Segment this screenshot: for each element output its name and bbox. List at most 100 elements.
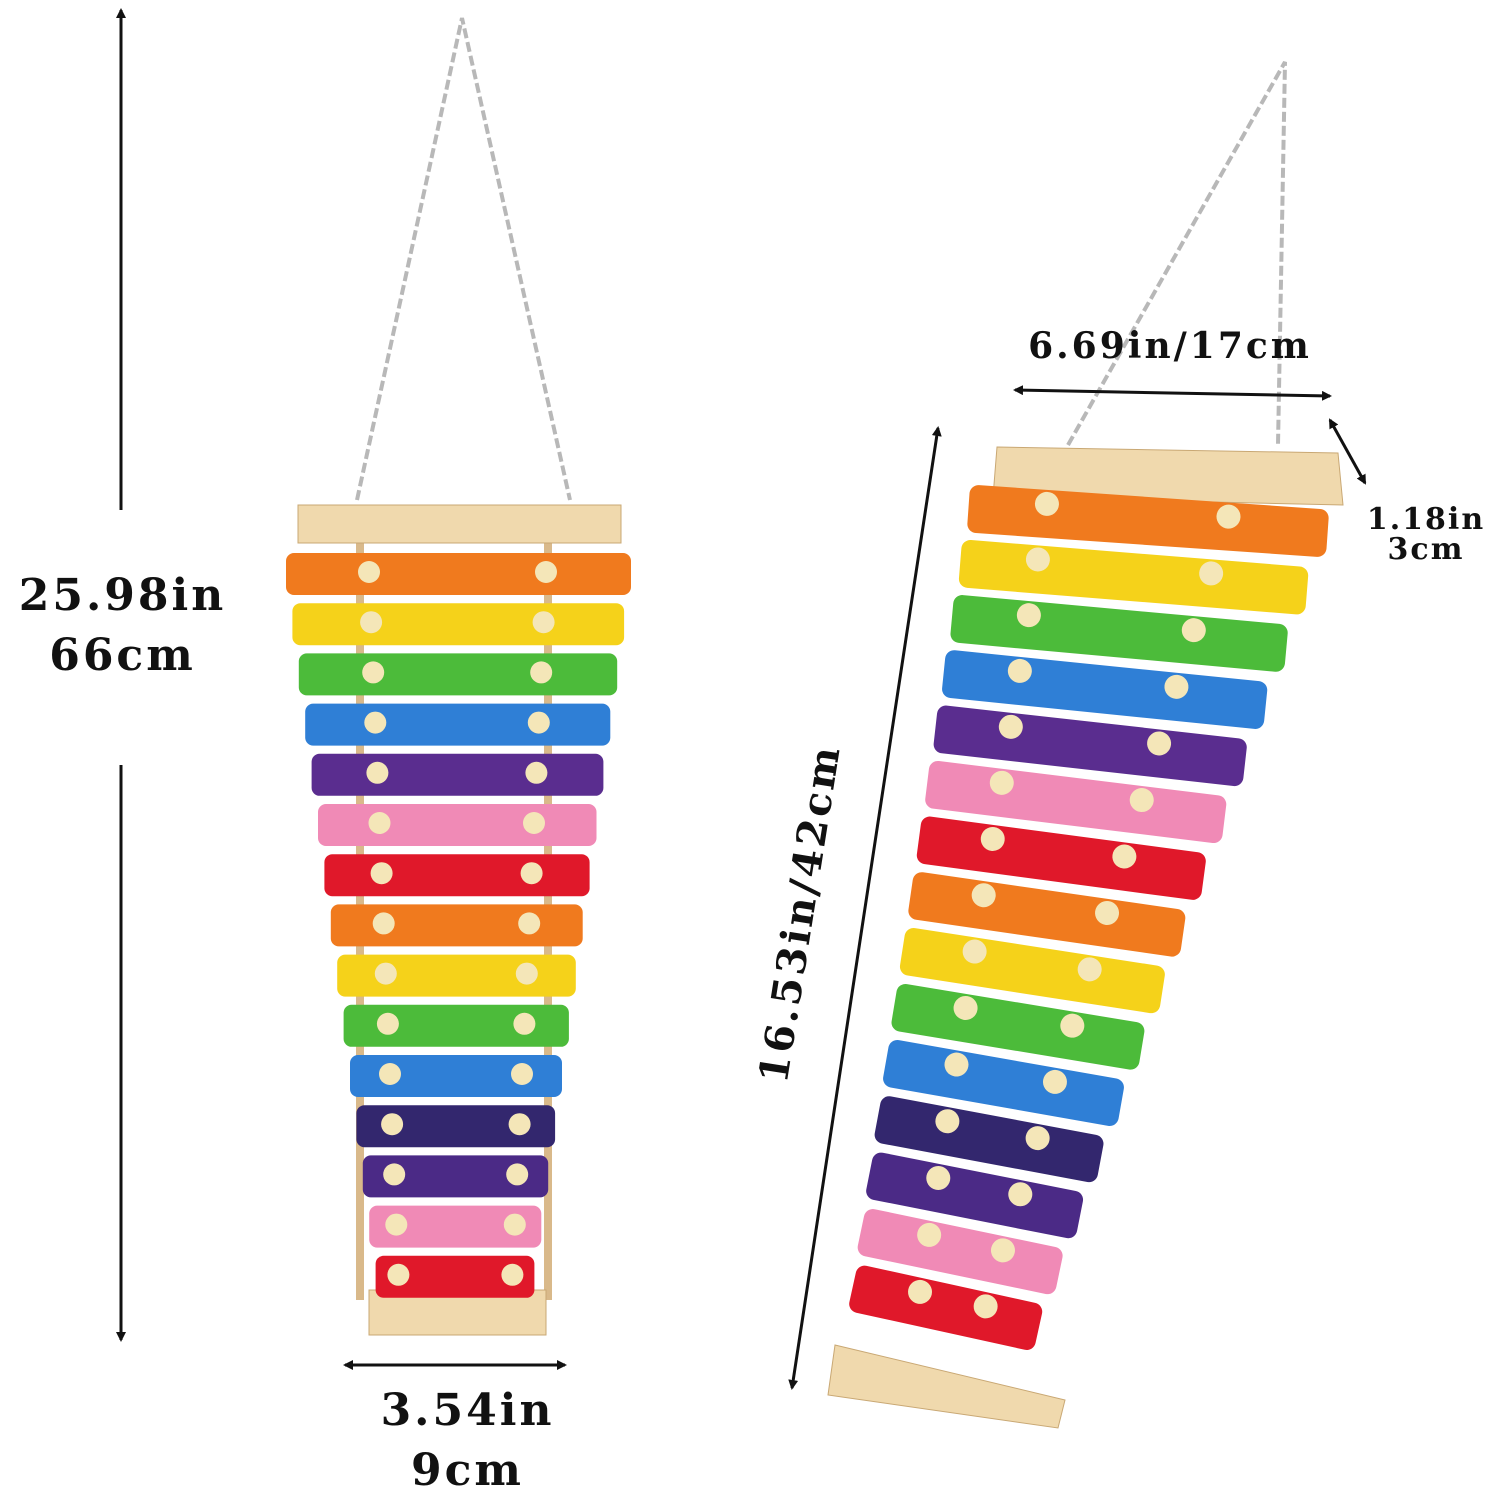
bar-peg [1060, 1013, 1085, 1038]
xylophone-bar [311, 753, 604, 796]
bar-peg [362, 661, 385, 684]
bar-peg [366, 761, 389, 784]
left-xylophone [286, 17, 631, 1336]
bar-peg [385, 1213, 408, 1236]
bar-peg [513, 1012, 536, 1035]
xylophone-bar-group [883, 1040, 1124, 1126]
left-width-cm-label: 9cm [411, 1445, 524, 1496]
bar-peg [1216, 504, 1241, 529]
xylophone-bar-group [916, 816, 1206, 900]
bar-peg [515, 962, 538, 985]
bar-peg [364, 711, 387, 734]
bar-peg [532, 611, 555, 634]
xylophone-bar [369, 1205, 542, 1248]
bar-peg [1016, 603, 1041, 628]
bar-peg [1095, 900, 1120, 925]
bar-peg [525, 761, 548, 784]
xylophone-bar [292, 603, 625, 646]
bar-peg [990, 1238, 1015, 1263]
bar-peg [372, 912, 395, 935]
bar-peg [383, 1163, 406, 1186]
bar-peg [1199, 561, 1224, 586]
left-height-cm-label: 66cm [49, 630, 196, 681]
bar-peg [1042, 1069, 1067, 1094]
bar-peg [358, 561, 380, 583]
bar-peg [989, 770, 1014, 795]
bar-peg [1008, 1182, 1033, 1207]
bar-peg [506, 1163, 529, 1186]
bar-peg [1129, 788, 1154, 813]
bar-peg [1025, 547, 1050, 572]
xylophone-bar-group [899, 928, 1165, 1014]
bar-peg [1112, 844, 1137, 869]
bar-peg [501, 1263, 524, 1286]
xylophone-bar [330, 904, 583, 947]
chain [355, 17, 572, 501]
top-wood-block [297, 504, 622, 544]
bar-peg [370, 862, 393, 885]
bar-peg [511, 1063, 533, 1085]
xylophone-bar-group [950, 595, 1288, 672]
bottom-wood-block [827, 1344, 1066, 1429]
bar-peg [381, 1113, 404, 1136]
bar-peg [527, 711, 550, 734]
bar-peg [387, 1263, 410, 1286]
bar-peg [944, 1052, 969, 1077]
right-xylophone [827, 61, 1344, 1429]
dimension-arrows [116, 8, 1367, 1390]
bar-peg [360, 611, 383, 634]
xylophone-bar [350, 1055, 562, 1097]
bar-peg [503, 1213, 526, 1236]
bar-peg [980, 826, 1005, 851]
right-depth-in-label: 1.18in [1366, 502, 1486, 537]
bar-peg [379, 1063, 401, 1085]
xylophone-bar [286, 553, 631, 595]
bar-peg [971, 883, 996, 908]
bar-peg [962, 939, 987, 964]
xylophone-bar [305, 703, 611, 746]
xylophone-bar-group [958, 540, 1309, 615]
bar-peg [1007, 658, 1032, 683]
right-depth-arrow [1328, 418, 1367, 485]
xylophone-bar [324, 854, 590, 897]
left-width-in-label: 3.54in [380, 1385, 555, 1436]
bar-peg [523, 812, 545, 834]
bar-peg [530, 661, 553, 684]
xylophone-bar [298, 653, 618, 696]
xylophone-bar [375, 1255, 535, 1298]
bar-peg [368, 812, 391, 834]
right-depth-cm-label: 3cm [1387, 532, 1465, 567]
xylophone-bar-group [967, 485, 1329, 557]
bar-peg [1025, 1126, 1050, 1151]
bar-peg [1034, 491, 1059, 516]
xylophone-bar [362, 1155, 549, 1198]
bar-peg [973, 1294, 998, 1319]
xylophone-bar-group [933, 705, 1247, 787]
xylophone-bar-group [908, 872, 1186, 957]
right-width-arrow [1013, 385, 1332, 401]
bar-peg [535, 561, 557, 583]
xylophone-bar-group [942, 650, 1268, 729]
bar-peg [508, 1113, 531, 1136]
bar-peg [520, 862, 543, 885]
right-length-arrow [788, 426, 942, 1390]
xylophone-bar [356, 1105, 556, 1148]
bar-peg [1164, 674, 1189, 699]
xylophone-bar-group [925, 760, 1227, 844]
xylophone-bar [883, 1040, 1124, 1126]
bar-peg [518, 912, 541, 935]
left-height-in-label: 25.98in [18, 570, 227, 621]
bar-peg [376, 1012, 399, 1035]
bar-peg [1181, 618, 1206, 643]
bar-peg [953, 995, 978, 1020]
bar-peg [998, 714, 1023, 739]
xylophone-bar [337, 954, 576, 997]
xylophone-bar-group [891, 983, 1145, 1070]
right-width-label: 6.69in/17cm [1028, 325, 1312, 367]
bar-peg [1077, 957, 1102, 982]
xylophone-bar [318, 804, 597, 846]
xylophone-bar [343, 1004, 569, 1047]
bar-peg [374, 962, 397, 985]
bar-peg [1147, 731, 1172, 756]
